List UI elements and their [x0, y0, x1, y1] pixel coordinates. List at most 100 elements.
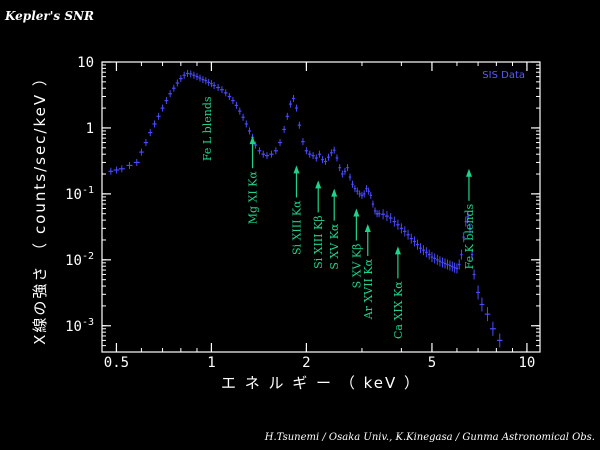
data-point	[446, 259, 449, 270]
x-axis-label: エ ネ ル ギ ー （ keV ）	[221, 374, 421, 392]
annotation-label: Fe L blends	[201, 96, 214, 161]
data-point	[238, 107, 242, 115]
x-tick-label: 0.5	[104, 355, 129, 371]
data-point	[427, 249, 431, 260]
data-point	[321, 156, 325, 164]
data-point	[448, 260, 452, 271]
y-tick-base: 10	[65, 253, 82, 269]
data-point	[484, 307, 491, 322]
data-point	[314, 154, 318, 162]
data-point	[241, 113, 245, 121]
data-point	[148, 129, 153, 137]
data-point	[210, 80, 213, 88]
data-point	[455, 263, 459, 274]
data-point	[294, 104, 298, 112]
annotation-arrow-head	[293, 165, 300, 174]
axis-ticks	[102, 61, 540, 353]
data-point	[234, 101, 239, 109]
data-point	[185, 69, 190, 77]
data-point	[317, 150, 322, 158]
data-point	[353, 185, 357, 193]
data-point	[365, 185, 368, 193]
data-point	[360, 191, 364, 199]
data-point	[453, 262, 456, 273]
data-point	[277, 139, 283, 147]
annotation-arrow-head	[465, 168, 472, 177]
annotation-arrow-head	[331, 188, 338, 197]
data-point	[472, 269, 476, 280]
annotation-label: Ar XVII Kα	[362, 258, 375, 320]
y-tick-label: 10	[77, 55, 94, 71]
data-point	[264, 152, 270, 160]
x-tick-label: 5	[428, 355, 436, 371]
y-tick-base: 1	[86, 121, 94, 137]
data-point	[409, 233, 413, 244]
data-point	[415, 239, 420, 250]
data-point	[282, 125, 286, 133]
data-point	[182, 71, 186, 79]
data-point	[156, 112, 161, 120]
data-point	[489, 321, 496, 336]
data-point	[358, 190, 361, 198]
data-point	[388, 213, 393, 224]
data-point	[288, 100, 292, 108]
annotation-arrow-head	[249, 136, 256, 145]
y-tick-label: 10-1	[65, 185, 94, 203]
data-point	[419, 243, 423, 254]
data-point	[443, 258, 447, 269]
data-point	[476, 285, 481, 300]
data-point	[479, 297, 485, 312]
annotation-arrow: S XV Kα	[328, 188, 341, 270]
data-point	[231, 97, 235, 105]
data-point	[458, 259, 461, 270]
data-point	[179, 75, 183, 83]
y-tick-label: 10-2	[65, 251, 94, 269]
annotation-arrow-head	[364, 223, 371, 232]
data-point	[367, 187, 370, 195]
data-point	[126, 161, 133, 169]
data-point	[399, 223, 404, 234]
data-point	[168, 90, 173, 98]
data-point	[253, 141, 258, 149]
data-point	[460, 249, 463, 260]
annotation-arrow-head	[353, 208, 360, 217]
data-point	[291, 94, 295, 102]
data-point	[133, 158, 140, 166]
data-point	[164, 97, 169, 105]
annotation-label: Mg XI Kα	[247, 171, 260, 225]
annotation-arrow-head	[315, 180, 322, 189]
data-point	[152, 120, 157, 128]
data-point	[223, 89, 228, 97]
data-point	[371, 200, 375, 208]
data-point	[113, 166, 120, 174]
data-point	[332, 146, 336, 154]
data-point	[297, 121, 301, 129]
data-point	[216, 84, 221, 92]
y-tick-exponent: -2	[82, 251, 94, 262]
data-point	[311, 152, 315, 160]
data-point	[470, 249, 474, 260]
credit-text: H.Tsunemi / Osaka Univ., K.Kinegasa / Gu…	[264, 432, 595, 443]
data-point	[160, 104, 165, 112]
annotation-label: Si XIII Kα	[290, 200, 303, 255]
data-point	[207, 78, 211, 86]
data-point	[118, 165, 125, 173]
data-point	[422, 245, 425, 256]
data-point	[403, 226, 407, 237]
annotation-label: Fe L blends	[201, 96, 214, 161]
annotation-arrow: Ar XVII Kα	[362, 223, 375, 320]
data-point	[212, 82, 216, 90]
data-point	[269, 150, 274, 158]
data-point	[406, 229, 410, 240]
data-point	[385, 211, 389, 222]
data-point	[204, 77, 208, 85]
data-point	[329, 149, 333, 157]
data-point	[198, 74, 202, 82]
data-point	[257, 147, 262, 155]
y-tick-exponent: -3	[82, 317, 94, 328]
annotation-arrow: S XV Kβ	[350, 208, 363, 288]
data-series	[108, 69, 503, 348]
data-point	[189, 70, 193, 78]
data-point	[351, 180, 354, 188]
